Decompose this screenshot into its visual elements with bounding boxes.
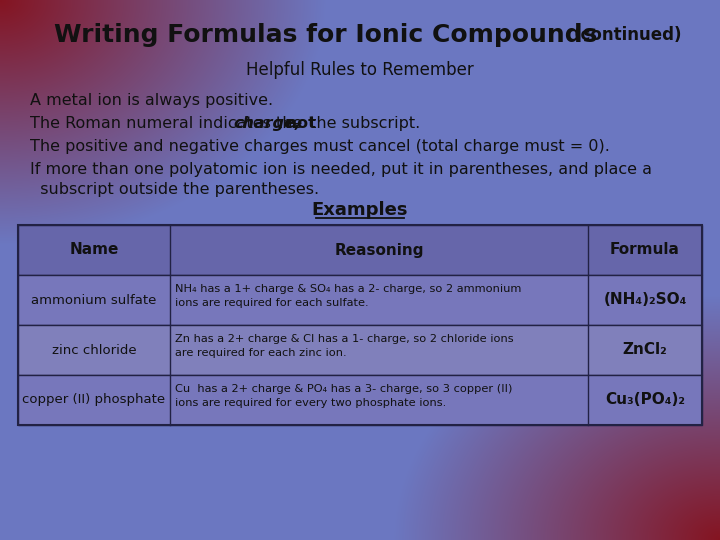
Bar <box>18 225 702 275</box>
Text: (continued): (continued) <box>574 26 683 44</box>
Bar <box>18 375 702 425</box>
Bar <box>18 275 702 325</box>
Bar <box>18 325 702 375</box>
Text: NH₄ has a 1+ charge & SO₄ has a 2- charge, so 2 ammonium
ions are required for e: NH₄ has a 1+ charge & SO₄ has a 2- charg… <box>175 284 521 308</box>
Text: Examples: Examples <box>312 201 408 219</box>
Text: The positive and negative charges must cancel (total charge must = 0).: The positive and negative charges must c… <box>30 139 610 154</box>
Text: charge,: charge, <box>233 116 301 131</box>
Text: The Roman numeral indicates the: The Roman numeral indicates the <box>30 116 307 131</box>
Text: Name: Name <box>69 242 119 258</box>
Text: Cu  has a 2+ charge & PO₄ has a 3- charge, so 3 copper (II)
ions are required fo: Cu has a 2+ charge & PO₄ has a 3- charge… <box>175 384 513 408</box>
Text: not: not <box>280 116 316 131</box>
Text: Reasoning: Reasoning <box>334 242 424 258</box>
Text: zinc chloride: zinc chloride <box>52 343 136 356</box>
Text: ZnCl₂: ZnCl₂ <box>623 342 667 357</box>
Bar <box>18 225 702 425</box>
Text: Formula: Formula <box>610 242 680 258</box>
Text: A metal ion is always positive.: A metal ion is always positive. <box>30 93 273 108</box>
Text: Cu₃(PO₄)₂: Cu₃(PO₄)₂ <box>605 393 685 408</box>
Text: the subscript.: the subscript. <box>305 116 420 131</box>
Text: Zn has a 2+ charge & Cl has a 1- charge, so 2 chloride ions
are required for eac: Zn has a 2+ charge & Cl has a 1- charge,… <box>175 334 513 358</box>
Text: (NH₄)₂SO₄: (NH₄)₂SO₄ <box>603 293 687 307</box>
Text: Writing Formulas for Ionic Compounds: Writing Formulas for Ionic Compounds <box>54 23 598 47</box>
Text: Helpful Rules to Remember: Helpful Rules to Remember <box>246 61 474 79</box>
Text: copper (II) phosphate: copper (II) phosphate <box>22 394 166 407</box>
Text: ammonium sulfate: ammonium sulfate <box>31 294 157 307</box>
Text: subscript outside the parentheses.: subscript outside the parentheses. <box>30 182 319 197</box>
Text: If more than one polyatomic ion is needed, put it in parentheses, and place a: If more than one polyatomic ion is neede… <box>30 162 652 177</box>
